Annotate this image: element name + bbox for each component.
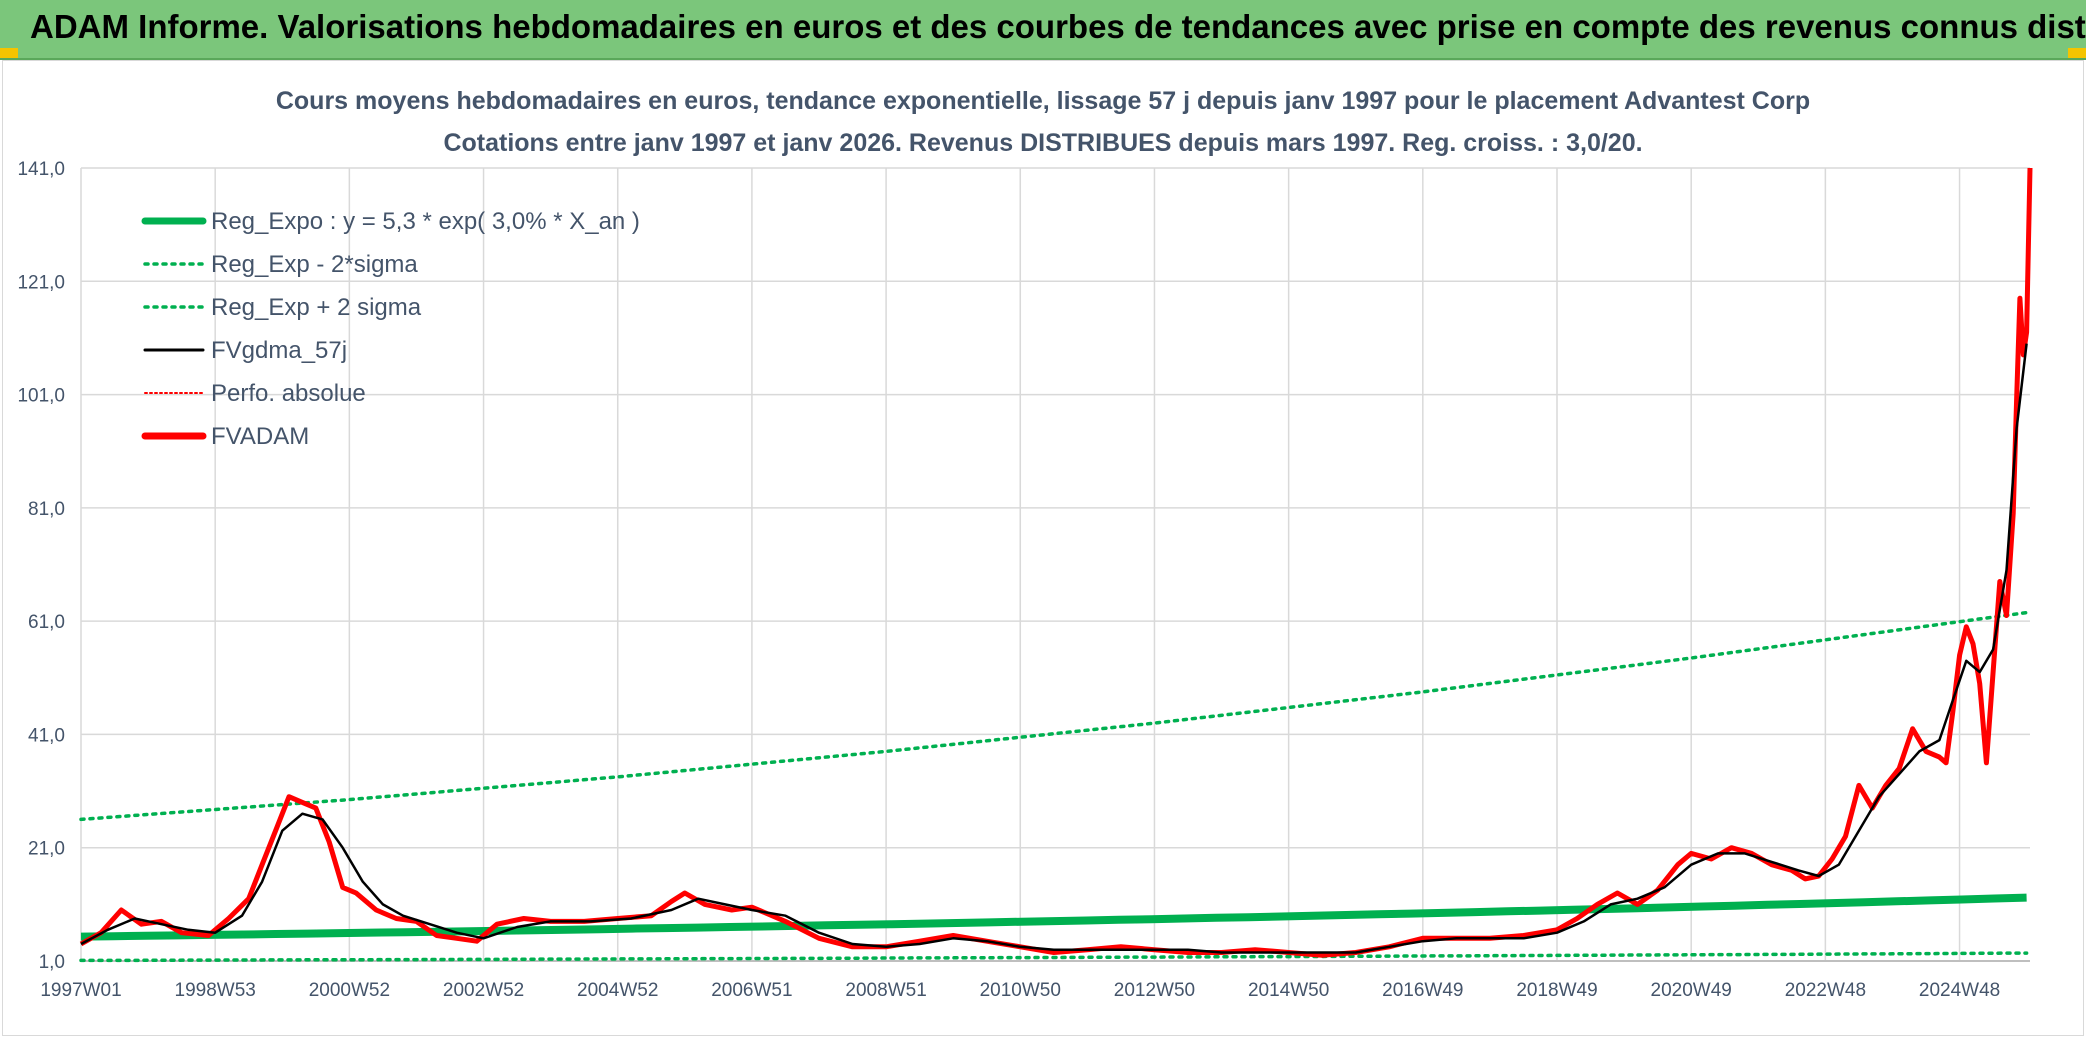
y-tick-label: 61,0: [28, 612, 65, 633]
x-tick-label: 2014W50: [1248, 980, 1329, 1001]
legend-label-reg_plus: Reg_Exp + 2 sigma: [211, 294, 422, 321]
corner-marker-right: [2068, 48, 2086, 58]
chart-area: 1,0 21,0 41,0 61,0 81,0 101,0 121,0 141,0 1997W0…: [2, 60, 2084, 1036]
x-tick-label: 2018W49: [1516, 980, 1597, 1001]
series-reg-plus-line: [79, 610, 2029, 822]
x-tick-label: 1998W53: [175, 980, 256, 1001]
x-tick-label: 2010W50: [980, 980, 1061, 1001]
x-tick-label: 2004W52: [577, 980, 658, 1001]
series-fvgdma-line: [80, 343, 2028, 954]
chart-subtitle: Cotations entre janv 1997 et janv 2026. …: [443, 129, 1642, 157]
legend-label-fvgdma: FVgdma_57j: [211, 337, 347, 364]
series-reg-minus-line: [79, 951, 2029, 963]
y-tick-label: 141,0: [17, 159, 65, 180]
chart-title: Cours moyens hebdomadaires en euros, ten…: [276, 87, 1810, 115]
chart-canvas: 1,0 21,0 41,0 61,0 81,0 101,0 121,0 141,0 1997W0…: [17, 87, 2033, 1001]
legend-label-reg_expo: Reg_Expo : y = 5,3 * exp( 3,0% * X_an ): [211, 208, 640, 235]
x-tick-label: 2008W51: [845, 980, 926, 1001]
y-tick-label: 21,0: [28, 839, 65, 860]
x-tick-label: 2000W52: [309, 980, 390, 1001]
corner-marker-left: [0, 48, 18, 58]
x-tick-label: 2022W48: [1785, 980, 1866, 1001]
x-tick-label: 2020W49: [1651, 980, 1732, 1001]
legend-label-fvadam: FVADAM: [211, 423, 309, 450]
legend-label-reg_minus: Reg_Exp - 2*sigma: [211, 251, 418, 278]
series-reg-expo-line: [80, 893, 2027, 941]
x-tick-label: 2006W51: [711, 980, 792, 1001]
report-title: ADAM Informe. Valorisations hebdomadaire…: [30, 8, 2086, 45]
legend-label-perfo: Perfo. absolue: [211, 380, 366, 407]
y-tick-label: 121,0: [17, 272, 65, 293]
x-tick-label: 2016W49: [1382, 980, 1463, 1001]
x-tick-label: 1997W01: [40, 980, 121, 1001]
y-tick-label: 81,0: [28, 499, 65, 520]
y-tick-label: 101,0: [17, 386, 65, 407]
y-tick-label: 41,0: [28, 725, 65, 746]
x-tick-label: 2002W52: [443, 980, 524, 1001]
x-tick-label: 2012W50: [1114, 980, 1195, 1001]
y-tick-label: 1,0: [39, 952, 65, 973]
title-banner: ADAM Informe. Valorisations hebdomadaire…: [0, 0, 2086, 60]
x-tick-label: 2024W48: [1919, 980, 2000, 1001]
series-fvadam-line: [79, 167, 2033, 958]
